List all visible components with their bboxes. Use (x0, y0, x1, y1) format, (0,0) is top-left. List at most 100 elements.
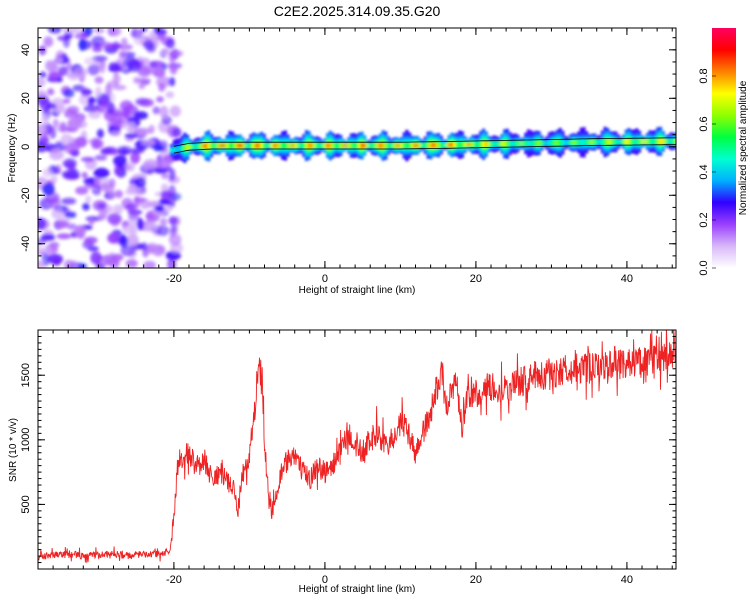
snr-frame (37, 329, 677, 570)
noise-blob (136, 189, 145, 196)
noise-blob (98, 61, 106, 74)
signal-cell (238, 143, 243, 148)
noise-blob (100, 147, 113, 155)
signal-cell (503, 141, 507, 147)
noise-blob (39, 71, 47, 78)
signal-cell (476, 142, 480, 147)
signal-cell (616, 140, 620, 144)
signal-cell (492, 142, 496, 146)
colorbar-gradient (712, 28, 736, 268)
noise-blob (57, 220, 69, 229)
noise-blob (145, 213, 155, 220)
signal-cell (355, 143, 359, 148)
noise-blob (141, 138, 155, 146)
signal-cell (468, 143, 472, 146)
spectrogram-ytick-label: -20 (20, 187, 32, 203)
signal-cell (273, 143, 277, 148)
noise-blob (136, 217, 144, 231)
noise-blob (165, 38, 175, 49)
signal-cell (278, 143, 282, 148)
signal-cell (598, 140, 602, 144)
noise-blob (168, 168, 176, 182)
signal-cell (415, 143, 420, 148)
noise-blob (94, 76, 104, 84)
signal-cell (434, 142, 438, 148)
signal-cell (246, 144, 251, 147)
signal-cell (376, 143, 380, 148)
signal-cell (423, 143, 428, 147)
signal-cell (217, 143, 221, 148)
noise-blob (130, 29, 144, 39)
signal-cell (548, 140, 552, 145)
noise-blob (113, 74, 122, 84)
noise-blob (47, 88, 55, 96)
noise-blob (152, 68, 166, 78)
signal-cell (400, 144, 404, 148)
signal-cell (418, 144, 422, 147)
noise-blob (113, 204, 123, 215)
noise-blob (145, 222, 159, 233)
signal-cell (445, 143, 449, 146)
signal-cell (397, 144, 401, 147)
noise-blob (43, 36, 54, 48)
signal-cell (545, 141, 549, 145)
noise-blob (127, 213, 139, 221)
colorbar: 0.0 0.2 0.4 0.6 0.8 Normalized spectral ampl… (698, 28, 749, 276)
signal-cell (592, 140, 597, 144)
noise-blob (94, 154, 108, 161)
signal-cell (664, 140, 668, 143)
signal-cell (497, 142, 502, 146)
snr-xtick-label: 40 (621, 574, 633, 586)
signal-cell (489, 142, 494, 146)
signal-cell (326, 143, 330, 148)
signal-cell (508, 141, 512, 146)
noise-blob (56, 233, 72, 240)
signal-cell (653, 139, 657, 144)
signal-cell (505, 140, 509, 147)
noise-blob (133, 197, 146, 203)
spectrogram-ytick-label: 20 (20, 92, 32, 104)
noise-blob (96, 128, 104, 139)
noise-blob (66, 223, 77, 230)
noise-blob (127, 209, 143, 216)
noise-blob (54, 57, 64, 63)
noise-blob (143, 260, 156, 268)
colorbar-tick-label: 0.8 (698, 68, 710, 83)
snr-xtick-label: 20 (470, 574, 482, 586)
noise-blob (168, 51, 176, 63)
noise-blob (58, 66, 69, 76)
noise-blob (84, 237, 95, 248)
noise-blob (163, 205, 173, 212)
noise-blob (49, 126, 57, 139)
signal-cell (542, 142, 546, 144)
spectrogram-xtick-label: 0 (322, 273, 328, 285)
signal-cell (569, 141, 573, 145)
noise-blob (98, 206, 108, 220)
noise-blob (134, 111, 149, 120)
signal-cell (585, 140, 589, 145)
noise-blob (153, 144, 165, 152)
signal-cell (178, 146, 182, 151)
noise-blob (63, 109, 78, 119)
signal-cell (524, 141, 528, 146)
noise-blob (87, 64, 100, 76)
signal-cell (540, 141, 544, 145)
snr-ytick-label: 1000 (20, 428, 32, 452)
signal-cell (196, 144, 200, 149)
signal-cell (347, 144, 351, 148)
signal-trace (170, 126, 676, 163)
noise-blob (156, 159, 171, 169)
snr-ytick-label: 500 (20, 495, 32, 513)
signal-cell (577, 140, 581, 145)
noise-blob (47, 28, 62, 34)
signal-cell (371, 143, 375, 148)
signal-cell (479, 141, 483, 147)
noise-blob (143, 159, 159, 169)
signal-cell (635, 139, 639, 145)
snr-y-label: SNR (10 * v/v) (8, 418, 19, 482)
snr-xtick-label: -20 (166, 574, 182, 586)
snr-x-label: Height of straight line (km) (299, 584, 416, 595)
noise-blob (62, 98, 71, 104)
signal-cell (452, 142, 457, 147)
